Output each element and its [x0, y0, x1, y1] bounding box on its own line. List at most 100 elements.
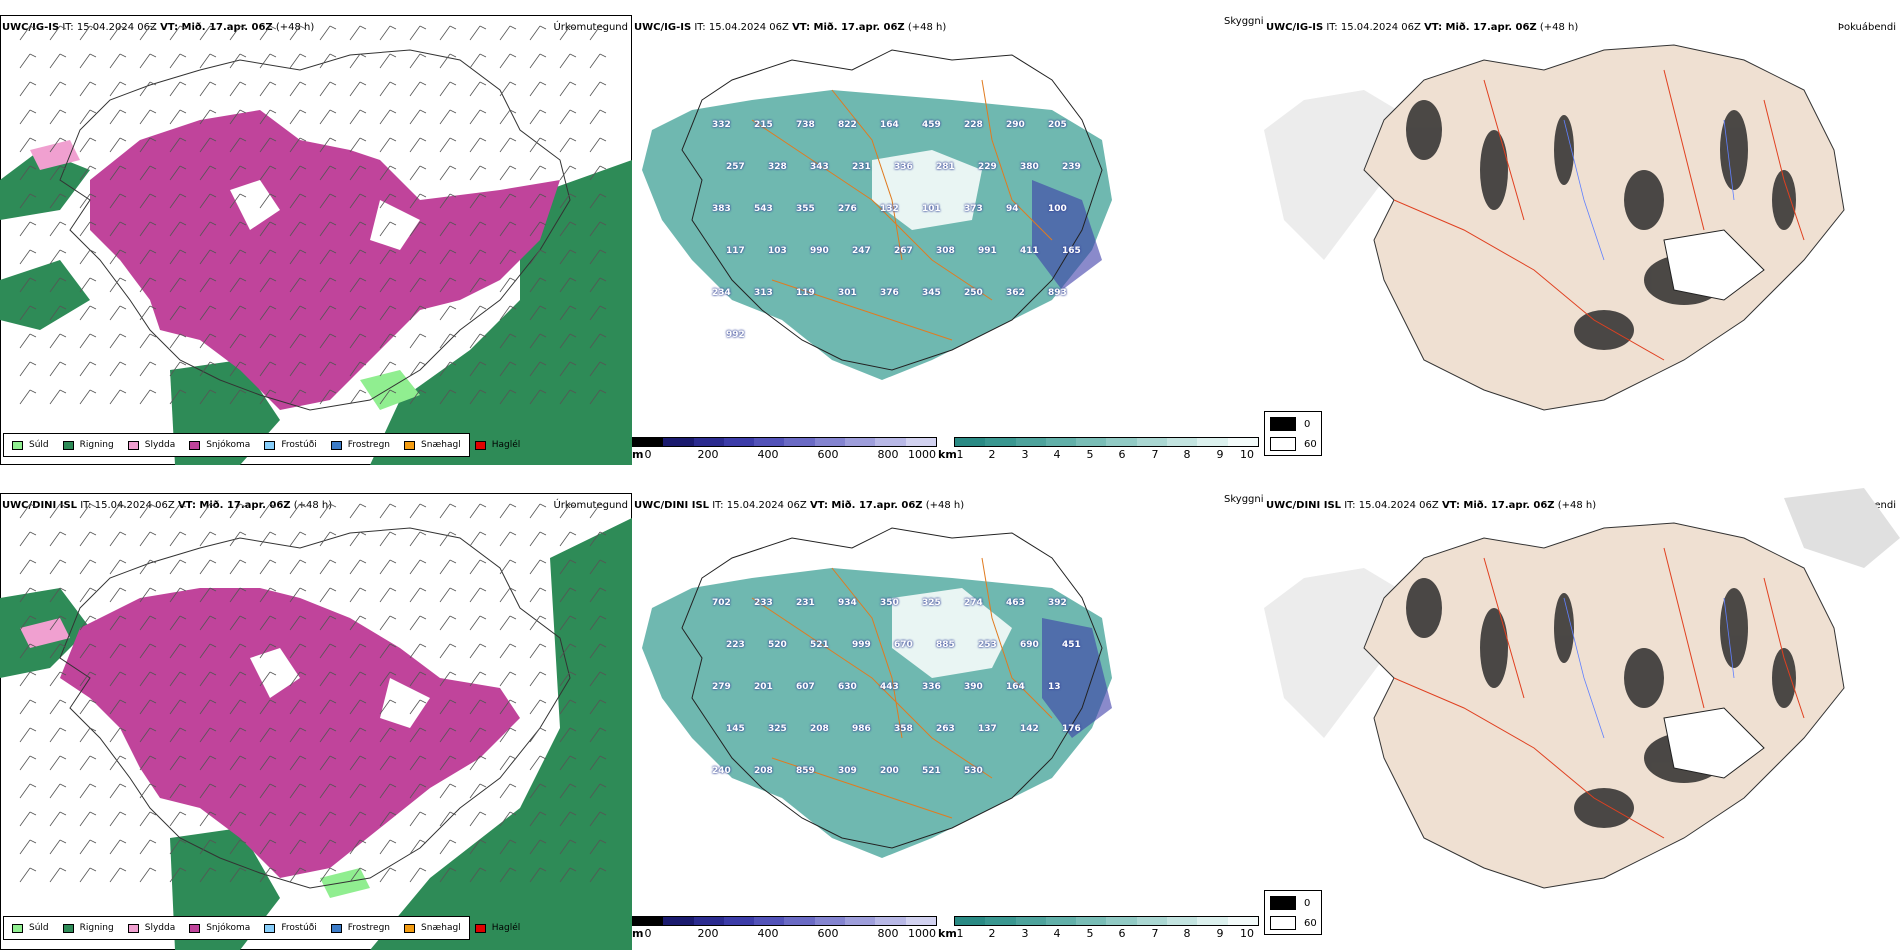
legend-label: Haglél [491, 923, 521, 933]
ceiling-value-label: 223 [726, 640, 745, 650]
ceiling-value-label: 991 [978, 246, 997, 256]
ceiling-tick: 0 [644, 448, 652, 461]
ceiling-tick: 600 [817, 927, 839, 940]
legend-swatch [1270, 916, 1296, 930]
legend-swatch [189, 923, 201, 933]
valid-time: VT: Mið. 17.apr. 06Z [1424, 22, 1537, 33]
vis-tick: 10 [1240, 927, 1254, 940]
ceiling-value-label: 308 [936, 246, 955, 256]
ceiling-colorbar [632, 437, 937, 447]
ceiling-unit: m [632, 448, 644, 461]
lead-time: (+48 h) [275, 22, 315, 33]
model-name: UWC/IG-IS [1266, 22, 1324, 33]
ceiling-value-label: 670 [894, 640, 913, 650]
ceiling-value-label: 313 [754, 288, 773, 298]
legend-swatch [330, 923, 342, 933]
ceiling-tick: 600 [817, 448, 839, 461]
legend-item-snow-pellets: Snæhagl [404, 440, 461, 450]
panel-header: UWC/IG-IS IT: 15.04.2024 06Z VT: Mið. 17… [634, 22, 946, 34]
ceiling-value-label: 411 [1020, 246, 1039, 256]
ceiling-value-label: 376 [880, 288, 899, 298]
precip-map-canvas [0, 503, 632, 950]
ceiling-value-label: 233 [754, 598, 773, 608]
cloud-visibility-map-row2: UWC/DINI ISL IT: 15.04.2024 06Z VT: Mið.… [632, 478, 1264, 950]
precip-type-map-row1: UWC/IG-IS IT: 15.04.2024 06Z VT: Mið. 17… [0, 0, 632, 465]
panel-header: UWC/DINI ISL IT: 15.04.2024 06Z VT: Mið.… [1266, 500, 1596, 512]
ceiling-value-label: 822 [838, 120, 857, 130]
legend-swatch [62, 440, 74, 450]
legend-swatch [189, 440, 201, 450]
ceiling-value-label: 343 [810, 162, 829, 172]
ceiling-value-label: 231 [796, 598, 815, 608]
ceiling-tick: 800 [877, 448, 899, 461]
panel-title: Þokuábendi [1837, 22, 1896, 33]
legend-label: Frostúði [281, 440, 317, 450]
model-name: UWC/IG-IS [2, 22, 60, 33]
legend-label: Frostregn [347, 923, 391, 933]
vis-tick: 2 [988, 448, 996, 461]
fog-map-canvas [1264, 44, 1845, 411]
fog-legend: 0 60 [1264, 411, 1322, 456]
visibility-unit: km [938, 448, 957, 461]
cloud-map-canvas [642, 49, 1112, 380]
ceiling-tick: 800 [877, 927, 899, 940]
legend-item-hail: Haglél [474, 923, 521, 933]
ceiling-value-label: 279 [712, 682, 731, 692]
ceiling-value-label: 145 [726, 724, 745, 734]
ceiling-value-label: 13 [1048, 682, 1061, 692]
ceiling-value-label: 200 [880, 766, 899, 776]
ceiling-value-label: 165 [1062, 246, 1081, 256]
visibility-colorbar [954, 437, 1259, 447]
ceiling-value-label: 543 [754, 204, 773, 214]
ceiling-value-label: 992 [726, 330, 745, 340]
legend-label: Slydda [144, 923, 176, 933]
ceiling-value-label: 101 [922, 204, 941, 214]
ceiling-value-label: 690 [1020, 640, 1039, 650]
legend-swatch [474, 440, 486, 450]
vis-tick: 7 [1151, 927, 1159, 940]
ceiling-value-label: 336 [894, 162, 913, 172]
fog-map-canvas [1264, 488, 1900, 889]
ceiling-tick: 200 [697, 927, 719, 940]
ceiling-value-label: 257 [726, 162, 745, 172]
legend-label: Rigning [79, 440, 114, 450]
ceiling-value-label: 117 [726, 246, 745, 256]
legend-label: Frostregn [347, 440, 391, 450]
legend-item-sleet: Slydda [127, 923, 176, 933]
fog-map-row1: UWC/IG-IS IT: 15.04.2024 06Z VT: Mið. 17… [1264, 0, 1900, 465]
init-time: IT: 15.04.2024 06Z [1326, 22, 1421, 33]
ceiling-value-label: 336 [922, 682, 941, 692]
ceiling-value-label: 380 [1020, 162, 1039, 172]
legend-item-freezing-rain: Frostregn [330, 440, 391, 450]
init-time: IT: 15.04.2024 06Z [1344, 500, 1439, 511]
vis-tick: 3 [1021, 927, 1029, 940]
legend-item-sleet: Slydda [127, 440, 175, 450]
ceiling-value-label: 990 [810, 246, 829, 256]
ceiling-value-label: 463 [1006, 598, 1025, 608]
legend-item-drizzle: Súld [12, 923, 49, 933]
ceiling-value-label: 893 [1048, 288, 1067, 298]
ceiling-value-label: 443 [880, 682, 899, 692]
legend-label: Súld [29, 440, 49, 450]
fog-legend-item: 60 [1270, 434, 1321, 454]
lead-time: (+48 h) [907, 22, 947, 33]
ceiling-value-label: 267 [894, 246, 913, 256]
legend-item-freezing-drizzle: Frostúði [264, 440, 317, 450]
legend-item-snow: Snjókoma [189, 440, 250, 450]
panel-title: Skyggni [1224, 494, 1264, 505]
ceiling-value-label: 290 [1006, 120, 1025, 130]
ceiling-value-label: 530 [964, 766, 983, 776]
fog-legend-item: 0 [1270, 414, 1321, 434]
legend-item-snow-pellets: Snæhagl [404, 923, 461, 933]
ceiling-value-label: 345 [922, 288, 941, 298]
ceiling-value-label: 208 [810, 724, 829, 734]
ceiling-value-label: 94 [1006, 204, 1019, 214]
ceiling-value-label: 373 [964, 204, 983, 214]
vis-tick: 5 [1086, 927, 1094, 940]
ceiling-value-label: 459 [922, 120, 941, 130]
precip-legend: Súld Rigning Slydda Snjókoma Frostúði Fr… [3, 916, 520, 940]
ceiling-value-label: 253 [978, 640, 997, 650]
ceiling-value-label: 451 [1062, 640, 1081, 650]
vis-tick: 1 [956, 927, 964, 940]
legend-item-snow: Snjókoma [189, 923, 250, 933]
